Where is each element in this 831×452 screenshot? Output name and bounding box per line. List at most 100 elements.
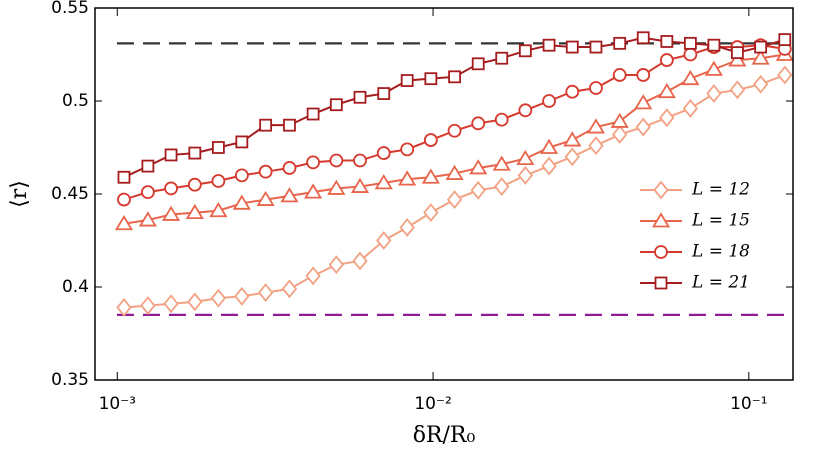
marker — [328, 255, 345, 275]
marker — [352, 251, 368, 271]
series — [114, 45, 794, 231]
marker — [138, 211, 157, 227]
marker — [518, 44, 532, 58]
marker — [494, 177, 510, 196]
marker — [421, 168, 440, 184]
marker — [140, 185, 155, 200]
series — [116, 65, 793, 317]
marker — [495, 51, 509, 65]
marker — [471, 116, 486, 131]
marker — [376, 146, 391, 160]
marker — [494, 112, 509, 127]
legend-label: L = 21 — [691, 273, 750, 293]
legend: L = 12 L = 15 L = 18 L = 21 — [640, 180, 750, 293]
marker — [350, 177, 370, 193]
marker — [114, 215, 134, 231]
marker — [729, 80, 746, 100]
marker — [706, 84, 722, 103]
y-tick-label: 0.4 — [62, 277, 89, 297]
marker — [353, 90, 367, 104]
plot-frame — [94, 7, 794, 381]
marker — [400, 74, 414, 87]
marker — [564, 147, 580, 167]
marker — [399, 218, 415, 237]
marker — [377, 87, 391, 100]
marker — [305, 266, 321, 286]
marker — [659, 53, 674, 67]
marker — [565, 40, 579, 54]
series — [117, 38, 792, 207]
marker — [116, 298, 132, 317]
marker — [728, 51, 747, 67]
marker — [376, 231, 392, 250]
marker — [327, 179, 346, 195]
legend-marker — [654, 245, 668, 259]
y-tick-label: 0.45 — [51, 184, 89, 204]
legend-marker — [654, 276, 668, 290]
y-tick-label: 0.55 — [51, 0, 89, 18]
marker — [141, 159, 155, 173]
marker — [542, 38, 556, 52]
marker — [259, 118, 273, 132]
marker — [256, 190, 275, 206]
marker — [660, 35, 674, 48]
marker — [329, 153, 344, 168]
marker — [516, 149, 535, 166]
marker — [636, 68, 651, 82]
marker — [613, 36, 627, 50]
marker — [589, 40, 603, 54]
marker — [140, 296, 156, 316]
marker — [163, 294, 179, 314]
marker — [636, 31, 650, 45]
marker — [492, 155, 511, 171]
marker — [164, 148, 178, 162]
marker — [565, 84, 580, 99]
marker — [446, 190, 463, 210]
marker — [610, 112, 629, 128]
marker — [471, 57, 485, 71]
y-tick-label: 0.35 — [51, 370, 89, 390]
marker — [400, 142, 415, 157]
x-tick-label: 10⁻² — [414, 394, 451, 414]
marker — [188, 146, 202, 160]
marker — [469, 159, 488, 175]
marker — [423, 133, 438, 147]
marker — [517, 165, 534, 185]
marker — [117, 192, 131, 207]
marker — [187, 177, 202, 192]
marker — [306, 155, 321, 170]
marker — [682, 99, 699, 118]
marker — [258, 164, 273, 179]
marker — [161, 205, 181, 221]
marker — [683, 47, 698, 62]
marker — [398, 170, 417, 186]
marker — [353, 153, 367, 168]
y-tick-label: 0.5 — [62, 91, 89, 111]
legend-label: L = 12 — [691, 180, 750, 200]
marker — [257, 283, 274, 303]
marker — [657, 82, 676, 99]
x-tick-label: 10⁻³ — [99, 394, 136, 414]
marker — [751, 49, 770, 65]
marker — [447, 123, 462, 138]
marker — [730, 46, 744, 60]
marker — [211, 141, 225, 154]
marker — [681, 69, 700, 86]
marker — [659, 108, 675, 128]
marker — [634, 94, 653, 110]
marker — [424, 72, 438, 86]
marker — [542, 94, 556, 108]
legend-marker — [651, 212, 671, 228]
marker — [282, 161, 297, 175]
marker — [635, 117, 651, 137]
marker — [683, 36, 697, 50]
marker — [164, 181, 178, 196]
marker — [235, 135, 249, 149]
marker — [588, 136, 604, 156]
x-axis-label: δR/R₀ — [413, 423, 476, 448]
marker — [704, 60, 723, 76]
legend-label: L = 18 — [691, 242, 750, 262]
marker — [304, 183, 323, 199]
